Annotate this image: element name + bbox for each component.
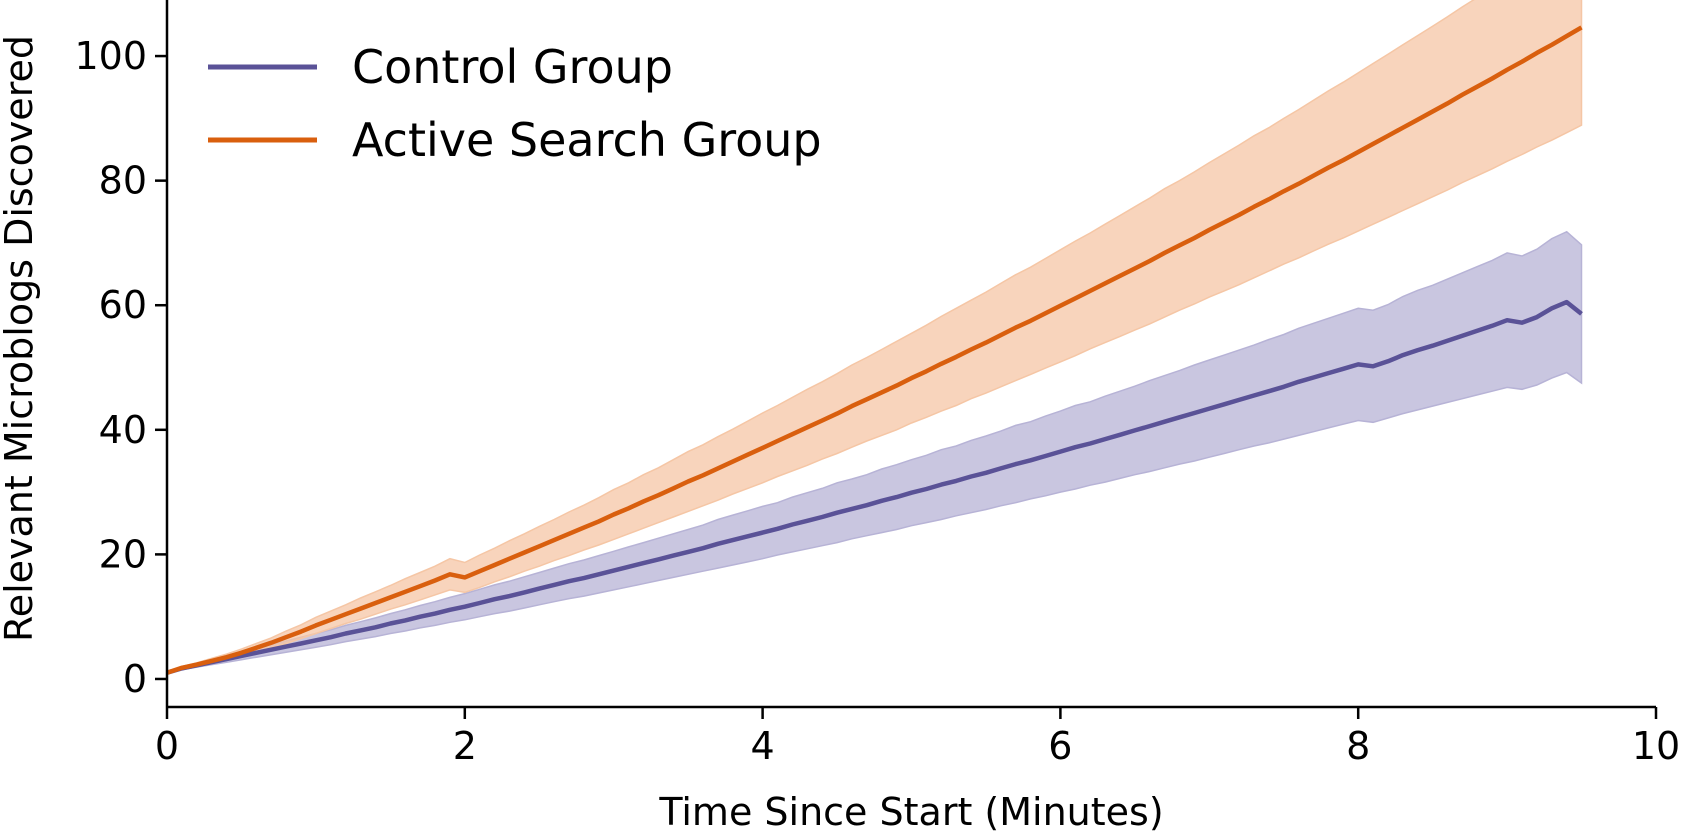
x-tick-label: 2 <box>453 724 477 768</box>
series-1-band <box>166 0 1583 674</box>
series-1-line <box>166 25 1583 675</box>
y-ticks: 0 20 40 60 80 100 <box>74 34 167 701</box>
y-axis-label: Relevant Microblogs Discovered <box>0 35 41 642</box>
x-tick-label: 0 <box>155 724 179 768</box>
series-0-line <box>166 299 1583 675</box>
x-axis-label: Time Since Start (Minutes) <box>658 790 1163 834</box>
legend-label: Control Group <box>352 40 673 94</box>
y-tick-label: 0 <box>123 657 147 701</box>
y-tick-label: 20 <box>99 532 147 576</box>
axes <box>165 0 1656 709</box>
y-tick-label: 40 <box>99 408 147 452</box>
x-tick-label: 8 <box>1346 724 1370 768</box>
series-lines <box>166 25 1583 675</box>
legend: Control Group Active Search Group <box>208 40 822 167</box>
y-tick-label: 80 <box>99 159 147 203</box>
x-tick-label: 4 <box>751 724 775 768</box>
x-ticks: 0 2 4 6 8 10 <box>155 707 1680 768</box>
x-tick-label: 10 <box>1632 724 1680 768</box>
confidence-bands <box>166 0 1583 674</box>
series-0-band <box>166 230 1583 674</box>
legend-label: Active Search Group <box>352 113 822 167</box>
x-tick-label: 6 <box>1048 724 1072 768</box>
y-tick-label: 100 <box>74 34 147 78</box>
y-tick-label: 60 <box>99 283 147 327</box>
